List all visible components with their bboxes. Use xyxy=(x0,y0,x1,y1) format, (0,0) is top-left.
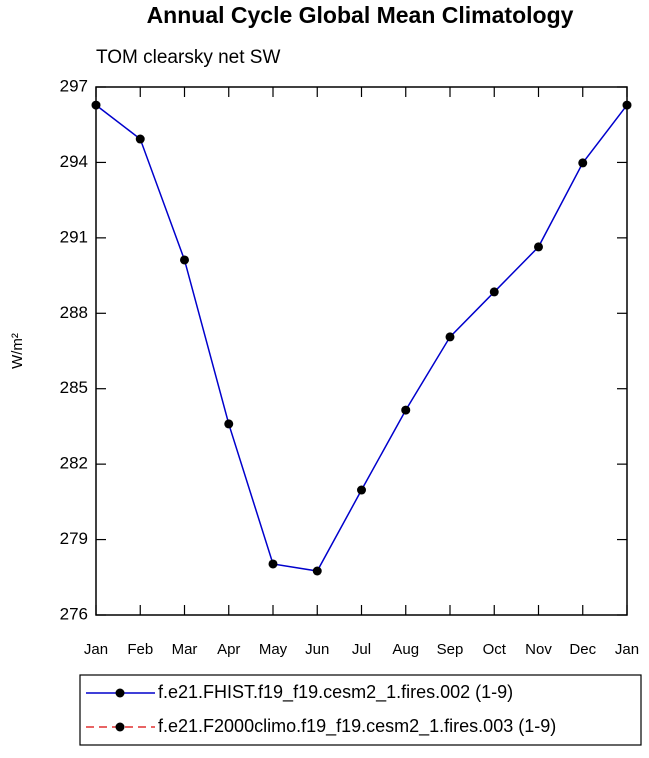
y-tick-label: 285 xyxy=(60,378,88,397)
x-tick-label: Apr xyxy=(217,641,240,658)
x-tick-label: Jun xyxy=(305,641,329,658)
y-tick-label: 276 xyxy=(60,604,88,623)
x-tick-label: May xyxy=(259,641,288,658)
point xyxy=(224,419,234,429)
point xyxy=(357,485,366,495)
point xyxy=(180,255,189,265)
x-tick-label: Jul xyxy=(352,641,371,658)
point xyxy=(268,559,278,569)
y-tick-label: 291 xyxy=(60,227,88,246)
legend-label: f.e21.F2000climo.f19_f19.cesm2_1.fires.0… xyxy=(158,716,556,737)
x-tick-label: Jan xyxy=(615,641,639,658)
legend-marker xyxy=(115,688,125,698)
legend-marker xyxy=(115,722,125,732)
y-tick-label: 282 xyxy=(60,454,88,473)
point xyxy=(445,332,455,342)
y-axis-label: W/m² xyxy=(9,333,26,369)
point xyxy=(534,242,543,252)
y-tick-label: 297 xyxy=(60,76,88,95)
legend-label: f.e21.FHIST.f19_f19.cesm2_1.fires.002 (1… xyxy=(158,682,513,703)
y-tick-label: 279 xyxy=(60,529,88,548)
point xyxy=(312,566,322,576)
y-tick-label: 288 xyxy=(60,303,88,322)
x-tick-label: Dec xyxy=(569,641,596,658)
chart-title: Annual Cycle Global Mean Climatology xyxy=(147,2,574,28)
point xyxy=(135,134,145,144)
x-tick-label: Feb xyxy=(127,641,153,658)
series-line xyxy=(95,104,628,572)
x-tick-label: Sep xyxy=(437,641,464,658)
point xyxy=(401,405,411,415)
legend-box xyxy=(79,674,642,746)
x-tick-label: Nov xyxy=(525,641,552,658)
chart-subtitle: TOM clearsky net SW xyxy=(96,47,280,68)
plot-frame xyxy=(95,86,628,616)
point xyxy=(622,100,632,110)
point xyxy=(91,100,101,110)
y-tick-label: 294 xyxy=(60,152,88,171)
x-tick-label: Mar xyxy=(172,641,198,658)
point xyxy=(578,158,588,168)
point xyxy=(489,287,499,297)
x-tick-label: Jan xyxy=(84,641,108,658)
x-tick-label: Aug xyxy=(392,641,419,658)
x-tick-label: Oct xyxy=(483,641,507,658)
